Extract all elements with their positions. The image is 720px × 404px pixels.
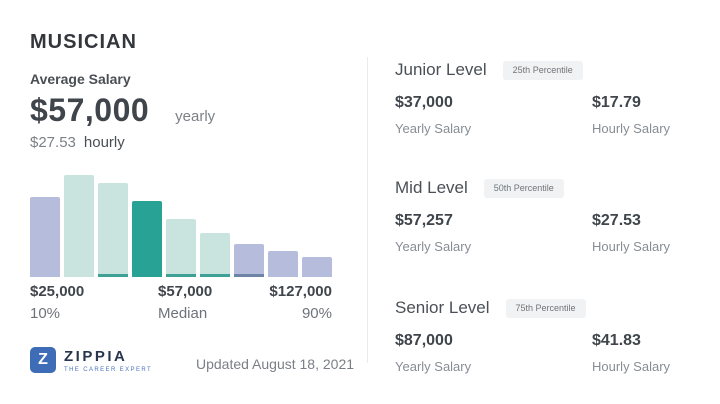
mid-yearly-value: $57,257 — [395, 212, 453, 229]
histogram-bar-base-strip — [166, 274, 196, 277]
histogram-bars — [30, 175, 332, 277]
average-salary-yearly: $57,000 yearly — [30, 92, 215, 129]
zippia-logo[interactable]: Z ZIPPIA THE CAREER EXPERT — [30, 347, 152, 373]
senior-yearly-value: $87,000 — [395, 332, 453, 349]
vertical-divider — [367, 57, 368, 363]
zippia-logo-icon: Z — [30, 347, 56, 373]
yearly-salary-value: $57,000 — [30, 92, 150, 128]
junior-level-section: Junior Level 25th Percentile $37,000 Yea… — [395, 60, 691, 136]
junior-hourly-label: Hourly Salary — [592, 121, 671, 136]
tick-90th-label: 90% — [301, 305, 332, 322]
average-salary-label: Average Salary — [30, 71, 131, 87]
tick-median-label: Median — [158, 305, 208, 322]
senior-level-title: Senior Level — [395, 298, 490, 317]
senior-hourly-label: Hourly Salary — [592, 359, 671, 374]
histogram-axis: $25,000 10% $57,000 Median $127,000 90% — [30, 283, 332, 325]
histogram-bar-base-strip — [200, 274, 230, 277]
histogram-bar — [30, 197, 60, 277]
zippia-logo-tagline: THE CAREER EXPERT — [64, 366, 153, 373]
page-title: MUSICIAN — [30, 31, 137, 53]
histogram-bar-base-strip — [98, 274, 128, 277]
histogram-bar — [64, 175, 94, 277]
junior-yearly-value: $37,000 — [395, 94, 453, 111]
tick-90th-value: $127,000 — [269, 283, 332, 300]
tick-10th-label: 10% — [30, 305, 61, 322]
mid-yearly-label: Yearly Salary — [395, 239, 472, 254]
histogram-bar — [166, 219, 196, 277]
hourly-salary-value: $27.53 — [30, 134, 76, 151]
hourly-salary-unit: hourly — [83, 134, 125, 151]
yearly-salary-unit: yearly — [175, 108, 216, 125]
senior-level-section: Senior Level 75th Percentile $87,000 Yea… — [395, 298, 691, 374]
senior-hourly-value: $41.83 — [592, 332, 641, 349]
mid-level-section: Mid Level 50th Percentile $57,257 Yearly… — [395, 178, 691, 254]
mid-hourly-label: Hourly Salary — [592, 239, 671, 254]
histogram-bar — [98, 183, 128, 277]
senior-percentile-badge: 75th Percentile — [505, 298, 586, 318]
histogram-bar — [200, 233, 230, 277]
zippia-logo-wordmark: ZIPPIA — [64, 347, 128, 365]
tick-10th-value: $25,000 — [30, 283, 85, 300]
senior-yearly-label: Yearly Salary — [395, 359, 472, 374]
junior-percentile-badge: 25th Percentile — [502, 60, 583, 80]
mid-level-title: Mid Level — [395, 178, 468, 197]
updated-date: Updated August 18, 2021 — [196, 356, 355, 372]
junior-yearly-label: Yearly Salary — [395, 121, 472, 136]
histogram-bar — [302, 257, 332, 277]
junior-hourly-value: $17.79 — [592, 94, 641, 111]
tick-median-value: $57,000 — [158, 283, 213, 300]
histogram-bar — [234, 244, 264, 277]
mid-hourly-value: $27.53 — [592, 212, 641, 229]
histogram-bar — [268, 251, 298, 277]
histogram-bar — [132, 201, 162, 277]
junior-level-title: Junior Level — [395, 60, 487, 79]
average-salary-hourly: $27.53 hourly — [30, 134, 125, 151]
mid-percentile-badge: 50th Percentile — [483, 178, 564, 198]
histogram-bar-base-strip — [234, 274, 264, 277]
